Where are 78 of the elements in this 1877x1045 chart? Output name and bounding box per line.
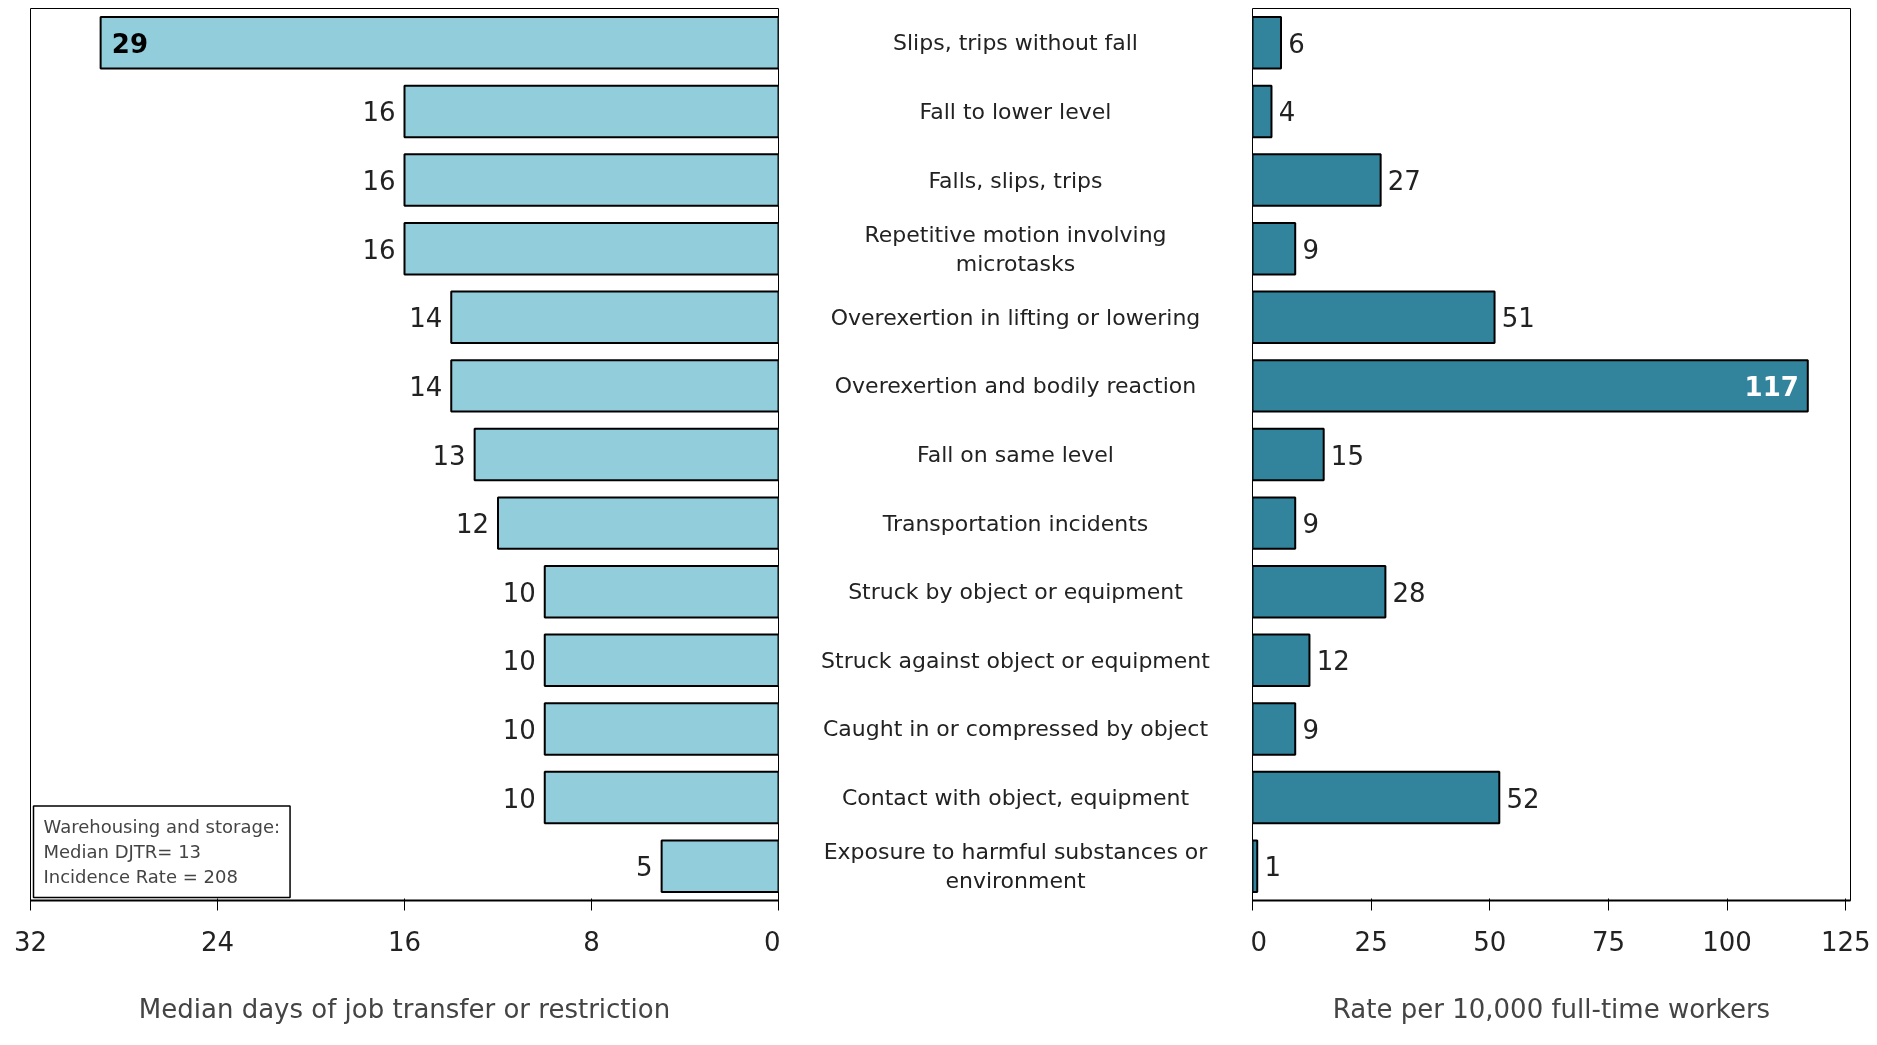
data-label: 9 [1302,714,1319,745]
x-tick-label: 16 [387,926,422,957]
bar [1252,16,1282,70]
x-tick-label: 100 [1702,926,1752,957]
data-label: 12 [455,509,490,540]
bar [403,84,779,139]
category-label: Overexertion and bodily reaction [834,373,1197,399]
data-label: 10 [502,577,536,608]
x-tick-label: 25 [1354,926,1388,957]
data-label: 16 [362,234,396,265]
x-tick-label: 0 [763,926,781,957]
data-label: 13 [432,440,466,471]
bar [473,427,779,482]
bar [403,153,779,207]
x-axis-title: Median days of job transfer or restriction [138,993,671,1024]
data-label: 28 [1392,577,1426,608]
data-label: 52 [1506,783,1540,814]
data-label: 5 [636,852,653,883]
data-label: 16 [362,97,396,128]
category-label: Falls, slips, trips [928,167,1103,193]
category-label: Overexertion in lifting or lowering [830,304,1201,330]
bar [1252,359,1809,413]
x-tick-label: 32 [13,926,48,957]
data-label: 29 [111,28,149,59]
category-label: Exposure to harmful substances or environment [823,839,1208,894]
annotation: Warehousing and storage: Median DJTR= 13 Incidence Rate = 208 [43,816,281,888]
bar [450,359,779,413]
category-label: Caught in or compressed by object [822,716,1209,742]
category-label: Fall on same level [917,442,1114,467]
data-label: 51 [1501,303,1535,334]
data-label: 27 [1387,166,1421,197]
x-tick-label: 24 [200,926,235,957]
bar [1252,290,1496,344]
bar [1252,153,1382,207]
bar [1252,221,1297,276]
bar [1252,633,1311,688]
bar [1252,496,1297,550]
category-label: Slips, trips without fall [893,30,1138,56]
data-label: 16 [362,166,396,197]
data-label: 12 [1316,646,1350,677]
bar [1252,565,1387,619]
bar [1252,702,1297,756]
bar [543,633,779,688]
x-tick-label: 0 [1250,926,1268,957]
bar [660,839,779,893]
bar [1252,84,1273,139]
bar [543,565,779,619]
data-label: 117 [1744,371,1799,402]
category-label: Contact with object, equipment [841,785,1190,811]
x-tick-label: 125 [1820,926,1871,957]
category-label: Struck against object or equipment [821,647,1210,673]
data-label: 10 [502,646,536,677]
data-label: 10 [502,783,536,814]
bar [1252,427,1325,482]
data-label: 9 [1302,234,1319,265]
bar [450,290,779,344]
category-label: Transportation incidents [882,510,1149,536]
data-label: 6 [1288,28,1305,59]
data-label: 14 [409,303,443,334]
data-label: 10 [502,714,536,745]
data-label: 14 [409,371,443,402]
bar [403,221,779,276]
bar [543,770,779,825]
bar [543,702,779,756]
x-axis-title: Rate per 10,000 full-time workers [1332,993,1771,1024]
bar [497,496,779,550]
category-label: Repetitive motion involving microtasks [864,221,1167,276]
category-label: Fall to lower level [919,98,1112,124]
bar [99,16,779,70]
data-label: 4 [1278,97,1296,128]
category-label: Struck by object or equipment [848,579,1183,605]
bar [1252,770,1501,825]
data-label: 9 [1302,509,1319,540]
x-tick-label: 75 [1591,926,1625,957]
data-label: 1 [1264,852,1281,883]
x-tick-label: 50 [1473,926,1507,957]
x-tick-label: 8 [583,926,600,957]
data-label: 15 [1330,440,1364,471]
